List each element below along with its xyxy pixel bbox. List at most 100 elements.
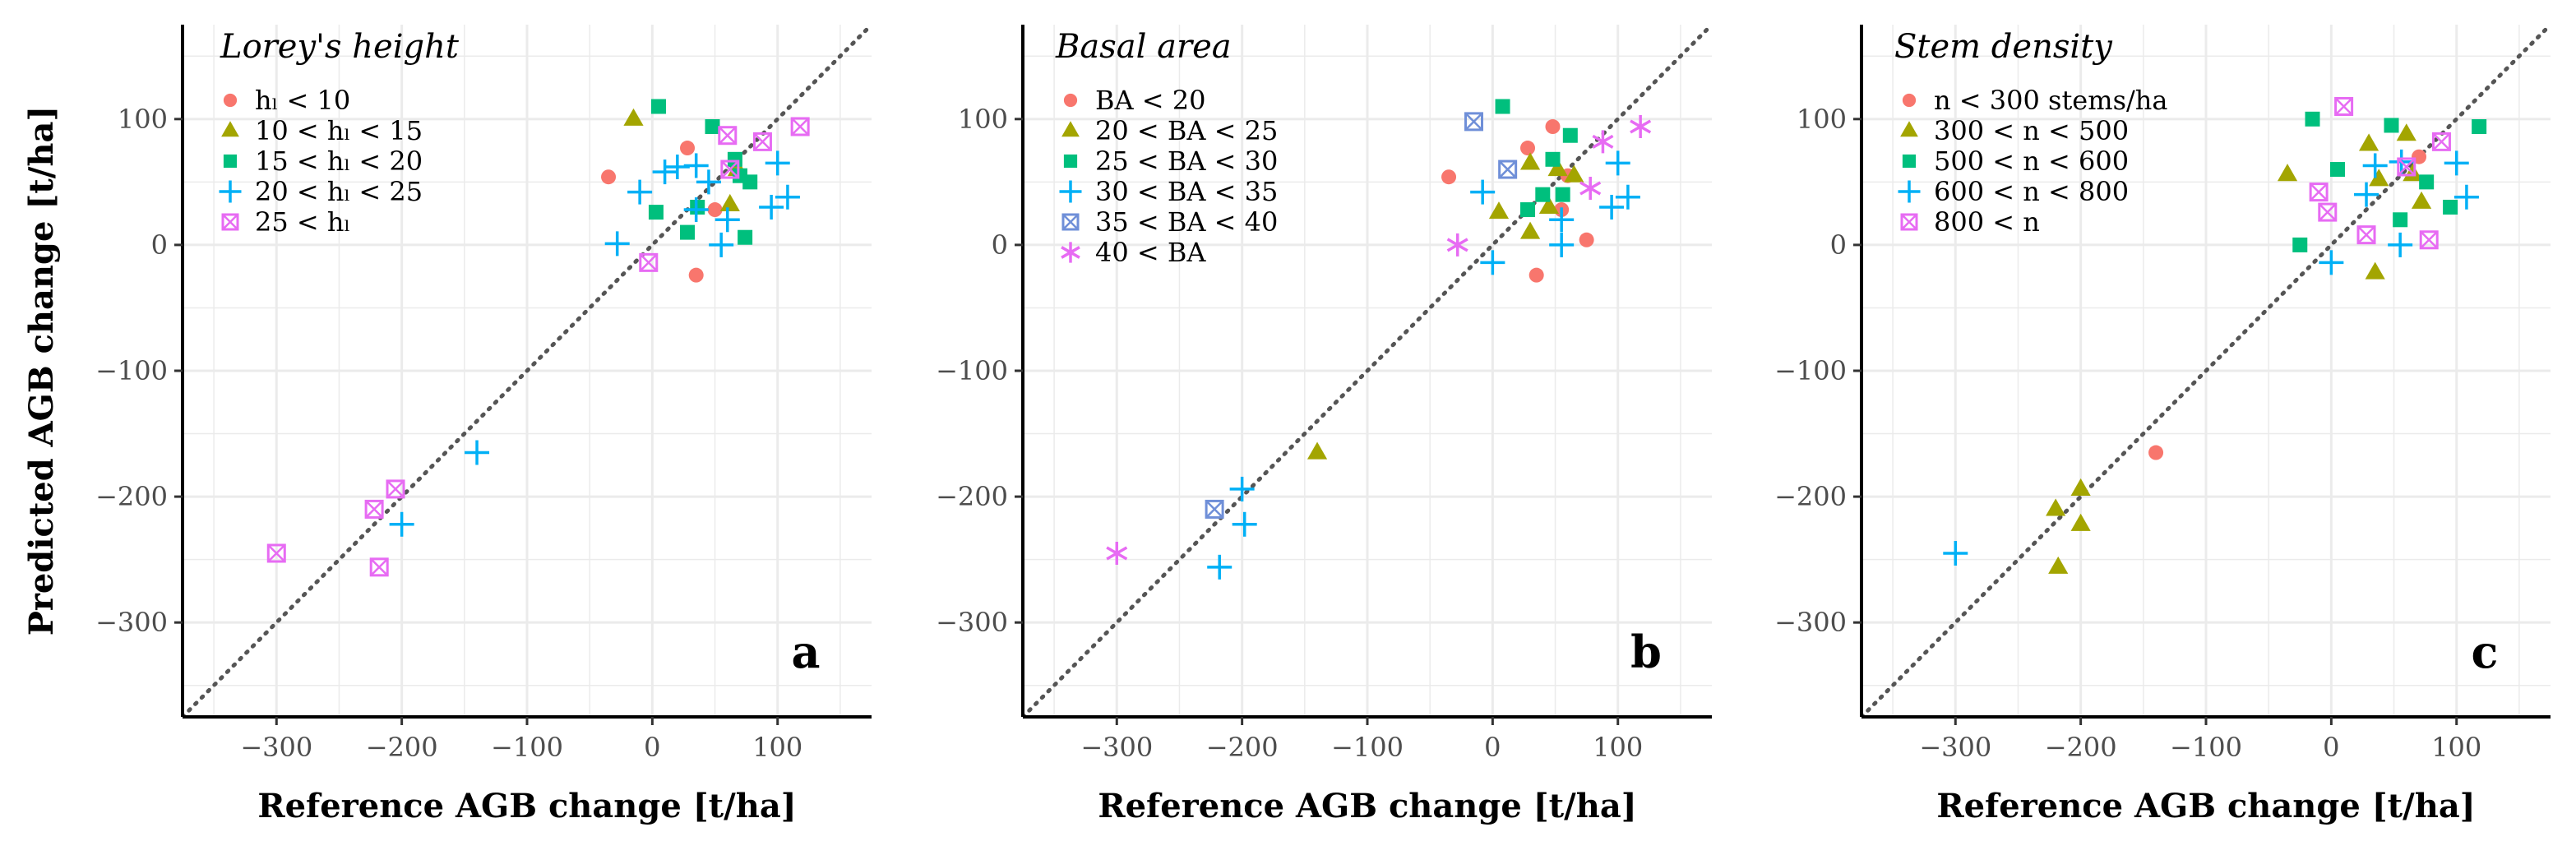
data-point-boxx	[364, 499, 384, 519]
legend-key-boxx	[1900, 213, 1918, 231]
data-point-triangle	[2365, 261, 2385, 280]
data-point-triangle	[1519, 152, 1541, 170]
data-point-square	[2384, 118, 2399, 133]
data-point-triangle	[2369, 169, 2389, 187]
x-tick-label: −300	[1919, 732, 1991, 763]
data-point-plus	[1615, 184, 1640, 210]
y-tick-label: −100	[1774, 355, 1847, 386]
data-point-plus	[1480, 250, 1505, 275]
x-tick-label: −300	[240, 732, 312, 763]
data-point-plus	[2453, 184, 2479, 210]
data-point-square	[2419, 174, 2435, 190]
data-point-square	[648, 205, 664, 220]
data-point-plus	[683, 153, 709, 178]
data-point-triangle	[2048, 556, 2069, 574]
x-tick-label: −200	[366, 732, 438, 763]
data-point-boxx	[2419, 230, 2439, 250]
data-point-asterisk	[1630, 115, 1652, 139]
data-point-plus	[1599, 194, 1625, 220]
data-point-asterisk	[1592, 130, 1614, 154]
data-point-boxx	[2318, 202, 2338, 222]
data-point-circle	[1579, 232, 1594, 247]
data-point-boxx	[718, 126, 738, 146]
x-tick-label: −200	[2045, 732, 2117, 763]
data-point-square	[738, 229, 753, 245]
y-tick-label: −100	[936, 355, 1008, 386]
data-point-plus	[465, 440, 490, 465]
y-tick-label: 100	[958, 104, 1008, 135]
legend-label: 300 < n < 500	[1934, 115, 2129, 146]
legend-label: 500 < n < 600	[1934, 146, 2129, 177]
legend-label: 800 < n	[1934, 206, 2040, 238]
legend-key-square	[223, 154, 238, 169]
data-point-plus	[1549, 232, 1575, 257]
data-point-plus	[683, 197, 709, 223]
y-tick-label: −300	[1774, 607, 1847, 638]
y-tick-label: 0	[992, 229, 1008, 261]
data-point-triangle	[1538, 196, 1560, 215]
y-tick-label: −100	[95, 355, 168, 386]
data-point-square	[1555, 187, 1570, 202]
data-point-plus	[1470, 179, 1496, 205]
data-point-circle	[1545, 119, 1561, 135]
data-point-boxx	[2334, 97, 2354, 117]
x-tick-label: 100	[1593, 732, 1643, 763]
data-point-square	[680, 224, 696, 240]
data-point-asterisk	[1579, 177, 1602, 201]
data-points	[1943, 97, 2487, 574]
panel-a: −300 −200 −100 0 100 −300 −200 −100 0 100 Lorey's…	[95, 25, 872, 825]
legend-label: BA < 20	[1095, 85, 1206, 116]
x-tick-label: −100	[491, 732, 563, 763]
data-point-square	[705, 119, 720, 135]
y-tick-label: −300	[936, 607, 1008, 638]
x-tick-label: 100	[2431, 732, 2481, 763]
data-point-triangle	[1306, 441, 1328, 460]
data-point-triangle	[1547, 159, 1568, 177]
y-tick-label: 0	[151, 229, 168, 261]
gridlines	[183, 25, 872, 717]
x-tick-label: 0	[2323, 732, 2339, 763]
data-point-square	[2292, 237, 2308, 252]
y-tick-label: −300	[95, 607, 168, 638]
data-point-circle	[680, 141, 696, 156]
data-point-square	[1562, 127, 1578, 143]
legend-label: 25 < hₗ	[255, 206, 350, 238]
data-point-circle	[601, 169, 617, 185]
data-point-plus	[2319, 250, 2344, 275]
legend-key-plus	[1898, 180, 1921, 203]
legend-label: 20 < hₗ < 25	[255, 176, 423, 207]
panel-c: −300 −200 −100 0 100 −300 −200 −100 0 100 Stem de…	[1774, 25, 2551, 825]
data-point-boxx	[2431, 132, 2451, 151]
legend-label: 25 < BA < 30	[1095, 146, 1278, 177]
reference-line	[1023, 25, 1712, 717]
data-point-plus	[696, 169, 721, 195]
data-point-circle	[1441, 169, 1457, 185]
axis-ticks: −300 −200 −100 0 100 −300 −200 −100 0 100	[1774, 104, 2481, 763]
data-point-triangle	[2046, 498, 2066, 516]
data-point-plus	[627, 179, 653, 205]
data-point-boxx	[2397, 157, 2416, 177]
data-point-triangle	[2396, 123, 2416, 141]
data-point-triangle	[1519, 221, 1541, 239]
y-tick-label: 100	[1797, 104, 1847, 135]
legend-key-triangle	[1900, 121, 1918, 137]
data-point-plus	[604, 231, 630, 256]
data-points	[1106, 99, 1652, 580]
legend-label: 40 < BA	[1095, 237, 1206, 268]
data-point-plus	[1549, 207, 1575, 233]
panel-letter: a	[792, 626, 821, 678]
data-point-triangle	[719, 193, 740, 211]
data-point-boxx	[266, 543, 286, 563]
x-tick-label: 0	[1484, 732, 1501, 763]
data-point-plus	[2388, 232, 2413, 257]
x-tick-label: −200	[1206, 732, 1279, 763]
x-tick-label: 100	[752, 732, 802, 763]
data-point-circle	[2148, 445, 2164, 460]
legend-key-boxx	[1061, 213, 1080, 231]
x-axis-label: Reference AGB change [t/ha]	[1936, 787, 2475, 825]
reference-line	[183, 25, 872, 717]
panel-letter: c	[2472, 626, 2499, 678]
